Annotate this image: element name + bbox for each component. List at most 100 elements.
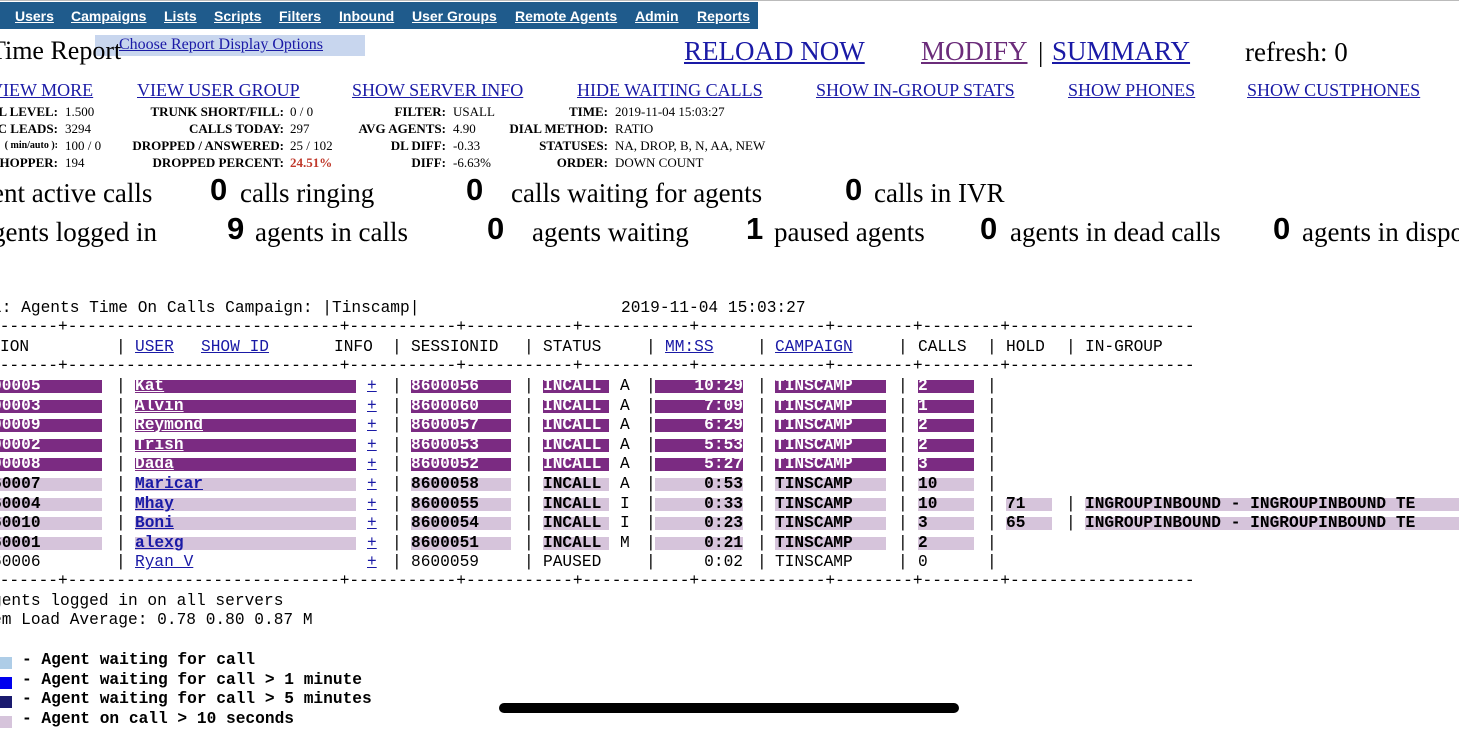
nav-scripts[interactable]: Scripts	[214, 8, 262, 24]
user-link[interactable]: Trish	[135, 435, 184, 454]
calls-count-label: ent active calls	[0, 178, 153, 208]
toolbar-link-view-more[interactable]: VIEW MORE	[0, 80, 94, 100]
column-separator: |	[646, 455, 656, 474]
row-highlight	[0, 497, 102, 511]
column-header-info: INFO	[334, 338, 373, 356]
horizontal-scrollbar[interactable]	[499, 703, 959, 713]
row-highlight	[0, 399, 102, 413]
row-highlight	[655, 438, 743, 452]
info-link[interactable]: +	[367, 533, 377, 552]
row-highlight	[0, 419, 102, 433]
call-time: 0:53	[704, 475, 743, 493]
calls-count-label: calls in IVR	[874, 178, 1005, 208]
column-header-user[interactable]: USER	[135, 338, 174, 356]
info-link[interactable]: +	[367, 416, 377, 435]
campaign: TINSCAMP	[775, 553, 853, 572]
column-separator: |	[757, 416, 767, 435]
column-header-show-id[interactable]: SHOW ID	[201, 338, 269, 356]
user-link[interactable]: Maricar	[135, 475, 203, 493]
call-time: 0:02	[704, 553, 743, 572]
info-link[interactable]: +	[367, 396, 377, 415]
column-separator: |	[392, 435, 402, 454]
toolbar-link-hide-waiting-calls[interactable]: HIDE WAITING CALLS	[577, 80, 763, 100]
agents-count-label: gents logged in	[0, 217, 157, 247]
calls: 10	[918, 475, 938, 493]
row-highlight	[775, 517, 886, 531]
legend-label: - Agent waiting for call > 1 minute	[22, 670, 362, 689]
column-header-mmss[interactable]: MM:SS	[665, 338, 714, 356]
info-link[interactable]: +	[367, 455, 377, 474]
row-highlight	[135, 399, 356, 413]
nav-campaigns[interactable]: Campaigns	[71, 8, 147, 24]
row-highlight	[655, 517, 743, 531]
row-highlight	[775, 458, 886, 472]
toolbar-link-show-custphones[interactable]: SHOW CUSTPHONES	[1247, 80, 1421, 100]
toolbar-link-view-user-group[interactable]: VIEW USER GROUP	[137, 80, 300, 100]
user-link[interactable]: Ryan V	[135, 553, 194, 572]
column-header-campaign[interactable]: CAMPAIGN	[775, 338, 853, 356]
row-highlight	[0, 438, 102, 452]
nav-filters[interactable]: Filters	[279, 8, 322, 24]
row-highlight	[411, 536, 511, 550]
legend-swatch-oncall10	[0, 715, 12, 728]
info-link[interactable]: +	[367, 553, 377, 572]
nav-lists[interactable]: Lists	[164, 8, 197, 24]
row-highlight	[655, 399, 743, 413]
column-separator: |	[524, 533, 534, 552]
session-id: 8600054	[411, 514, 479, 533]
status-flag: I	[620, 514, 630, 533]
info-link[interactable]: +	[367, 514, 377, 533]
row-highlight	[411, 458, 511, 472]
agents-count-number: 0	[1273, 211, 1290, 247]
column-separator: |	[898, 475, 908, 493]
toolbar-link-show-server-info[interactable]: SHOW SERVER INFO	[352, 80, 524, 100]
nav-remote-agents[interactable]: Remote Agents	[515, 8, 618, 24]
column-separator: |	[987, 416, 997, 435]
count-number: 0	[1273, 211, 1291, 246]
session-id: 8600053	[411, 435, 479, 454]
row-highlight	[411, 380, 511, 393]
calls: 3	[918, 455, 928, 474]
user-link[interactable]: Kat	[135, 377, 165, 395]
calls: 10	[918, 494, 938, 513]
user-link[interactable]: Boni	[135, 514, 174, 533]
summary-link[interactable]: SUMMARY	[1052, 36, 1191, 66]
row-highlight	[918, 438, 974, 452]
nav-user-groups[interactable]: User Groups	[412, 8, 497, 24]
row-highlight	[918, 478, 974, 491]
report-options-dropdown[interactable]: Choose Report Display Options	[95, 35, 365, 56]
info-link[interactable]: +	[367, 475, 377, 493]
report-options-link[interactable]: Choose Report Display Options	[119, 36, 323, 53]
station: 00008	[0, 455, 41, 474]
column-separator: |	[646, 338, 656, 356]
info-link[interactable]: +	[367, 435, 377, 454]
reload-now-link[interactable]: RELOAD NOW	[684, 36, 865, 66]
column-separator: |	[1066, 514, 1076, 533]
nav-inbound[interactable]: Inbound	[339, 8, 395, 24]
modify-link[interactable]: MODIFY	[921, 36, 1028, 66]
column-separator: |	[646, 514, 656, 533]
user-link[interactable]: Dada	[135, 455, 174, 474]
table-row: 60007 Maricar +8600058 INCALL A 0:53 TINSCAMP 1…	[0, 475, 1459, 494]
column-separator: |	[646, 475, 656, 493]
user-link[interactable]: alexg	[135, 533, 184, 552]
agents-count-number: 0	[980, 211, 997, 247]
user-link[interactable]: Alvin	[135, 396, 184, 415]
status: INCALL	[543, 396, 602, 415]
toolbar-link-show-phones[interactable]: SHOW PHONES	[1068, 80, 1196, 100]
status-flag: A	[620, 435, 630, 454]
stat-label: TRUNK SHORT/FILL:	[150, 104, 284, 119]
info-link[interactable]: +	[367, 377, 377, 395]
nav-admin[interactable]: Admin	[635, 8, 679, 24]
nav-reports[interactable]: Reports	[697, 8, 750, 24]
column-separator: |	[116, 396, 126, 415]
toolbar-link-show-in-group-stats[interactable]: SHOW IN-GROUP STATS	[816, 80, 1015, 100]
user-link[interactable]: Mhay	[135, 494, 174, 513]
column-separator: |	[392, 416, 402, 435]
user-link[interactable]: Reymond	[135, 416, 203, 435]
column-separator: |	[116, 435, 126, 454]
count-number: 0	[210, 172, 228, 207]
nav-users[interactable]: Users	[15, 8, 54, 24]
info-link[interactable]: +	[367, 494, 377, 513]
row-highlight	[775, 536, 886, 550]
